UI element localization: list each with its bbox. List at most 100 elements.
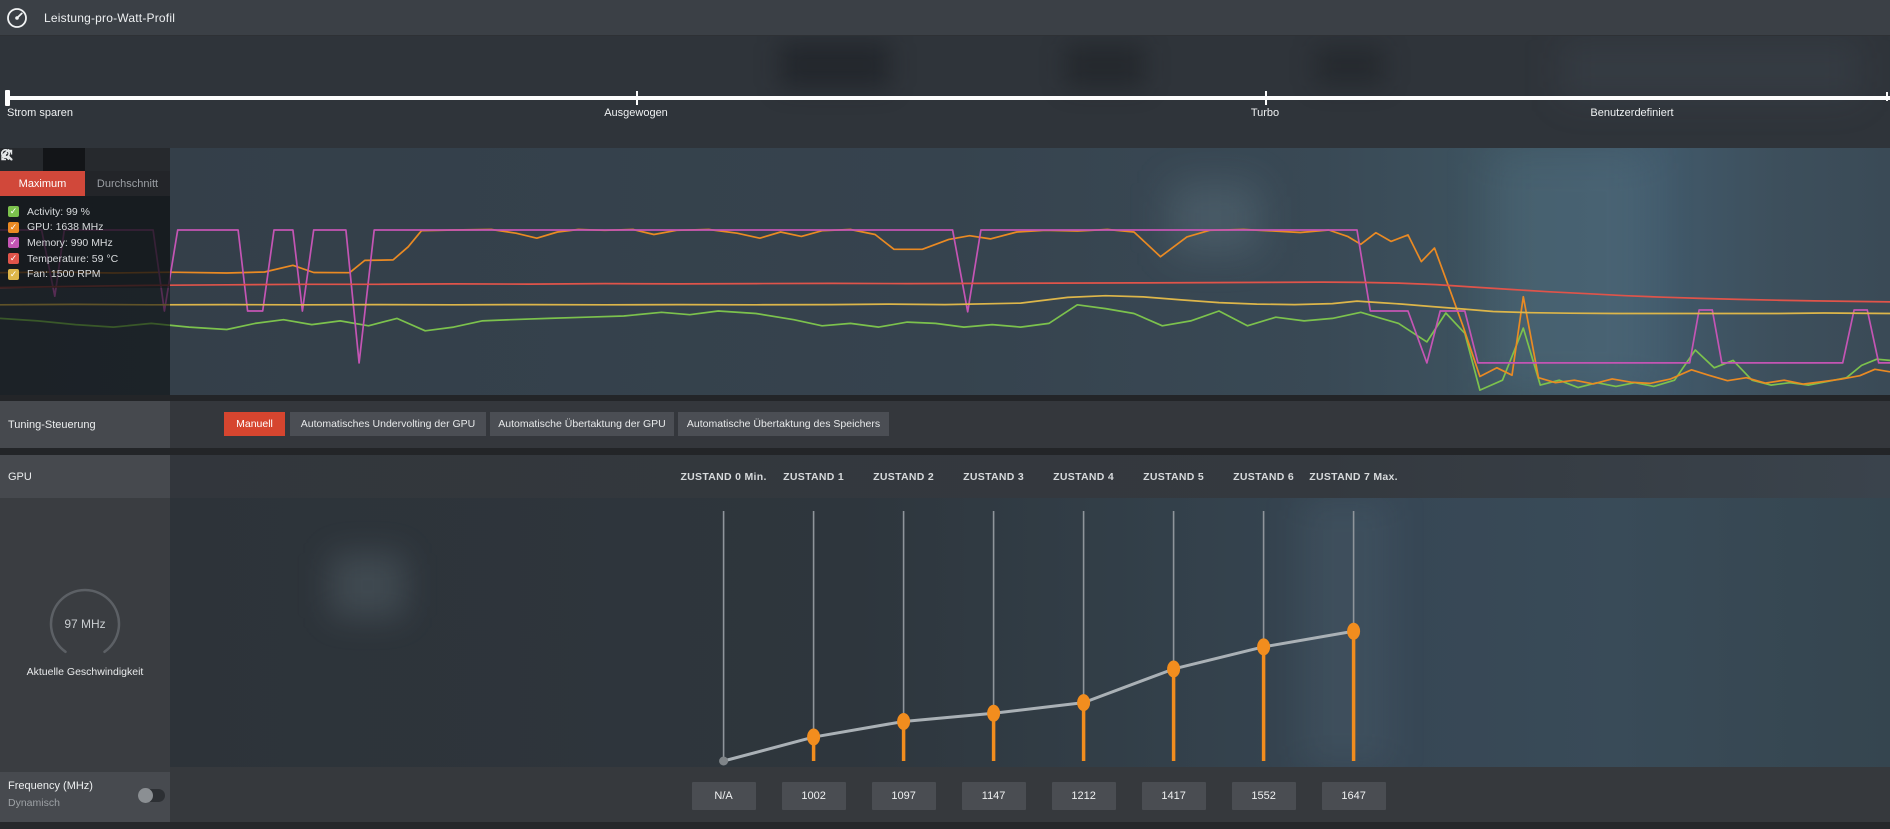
frequency-dynamic-toggle[interactable] [138,788,165,803]
tab-maximum[interactable]: Maximum [0,171,85,196]
gpu-states-header-row: GPU ZUSTAND 0 Min. ZUSTAND 1 ZUSTAND 2 ZUST… [0,455,1890,498]
gpu-row-label: GPU [0,455,170,498]
preset-option-strom-sparen[interactable]: Strom sparen [7,107,74,119]
frequency-mode-row: Frequency (MHz) Dynamisch [0,772,170,822]
tuning-button-auto-2[interactable]: Automatische Übertaktung der GPU [490,412,674,436]
background-blur-blob [1315,46,1385,86]
toggle-knob [138,788,153,803]
gauge-caption: Aktuelle Geschwindigkeit [26,666,144,678]
legend-item-activity[interactable]: ✓ Activity: 99 % [8,204,170,220]
gauge-value: 97 MHz [64,617,106,631]
state-value-box-0[interactable]: N/A [691,782,756,810]
legend-label: Memory: 990 MHz [27,236,113,249]
preset-tick [636,91,638,105]
state-header-4: ZUSTAND 4 [1053,470,1115,483]
toolbar-zoom-out-button[interactable] [1,148,128,171]
states-background [170,498,1890,767]
state-handle-3[interactable] [987,704,1001,722]
state-header-0: ZUSTAND 0 Min. [680,470,767,483]
legend-label: Temperature: 59 °C [27,252,119,265]
toolbar-resize-button[interactable] [1,148,171,171]
performance-monitor-chart: Maximum Durchschnitt ✓ Activity: 99 % ✓ GPU… [0,148,1890,395]
legend-item-temperature[interactable]: ✓ Temperature: 59 °C [8,251,170,267]
preset-slider-track[interactable] [7,96,1890,100]
state-values-band [170,767,1890,822]
legend-checkbox-gpu[interactable]: ✓ [8,221,19,233]
series-line-fan [0,294,1890,315]
legend-checkbox-fan[interactable]: ✓ [8,268,19,280]
state-header-2: ZUSTAND 2 [873,470,935,483]
background-blur-blob [330,553,405,618]
tab-durchschnitt[interactable]: Durchschnitt [85,171,170,196]
series-line-activity [0,303,1890,391]
background-blur-blob [780,42,890,88]
series-line-gpu [0,228,1890,385]
frequency-row-subtitle: Dynamisch [8,797,60,809]
state-handle-2[interactable] [897,712,911,730]
tuning-control-row: Tuning-Steuerung Manuell Automatisches Un… [0,401,1890,448]
state-handle-6[interactable] [1257,638,1271,656]
section-separator [0,448,1890,455]
tuning-button-auto-3[interactable]: Automatische Übertaktung des Speichers [678,412,889,436]
speed-gauge-icon [49,588,121,654]
legend-checkbox-temperature[interactable]: ✓ [8,253,19,265]
page-title: Leistung-pro-Watt-Profil [44,10,176,25]
state-value-box-3[interactable]: 1147 [961,782,1026,810]
state-value-box-6[interactable]: 1552 [1231,782,1296,810]
monitor-toolbar [0,148,170,171]
legend-label: GPU: 1638 MHz [27,221,104,234]
state-value-box-1[interactable]: 1002 [781,782,846,810]
toolbar-zoom-in-button[interactable] [1,148,85,171]
preset-option-benutzerdefiniert[interactable]: Benutzerdefiniert [1590,107,1674,119]
state-value-box-4[interactable]: 1212 [1051,782,1116,810]
state-header-3: ZUSTAND 3 [963,470,1025,483]
state-handle-7[interactable] [1347,622,1361,640]
state-sliders-svg [719,511,1361,766]
tuning-button-auto-1[interactable]: Automatisches Undervolting der GPU [290,412,486,436]
state-header-1: ZUSTAND 1 [783,470,845,483]
state-header-5: ZUSTAND 5 [1143,470,1205,483]
preset-option-turbo[interactable]: Turbo [1250,107,1280,119]
state-header-7: ZUSTAND 7 Max. [1309,470,1398,483]
state-value-box-2[interactable]: 1097 [871,782,936,810]
gpu-frequency-states-area: N/A 1002 1097 1147 1212 1417 1552 1647 [170,498,1890,822]
frequency-row-title: Frequency (MHz) [8,780,93,792]
tuning-row-label: Tuning-Steuerung [0,401,170,448]
gauge-icon [7,7,27,28]
preset-tick [1886,92,1888,101]
legend-item-fan[interactable]: ✓ Fan: 1500 RPM [8,266,170,282]
preset-slider-handle[interactable] [5,90,10,106]
state-value-box-5[interactable]: 1417 [1141,782,1206,810]
state-handle-4[interactable] [1077,694,1091,712]
background-blur-blob [1560,40,1860,100]
zoom-out-icon [1,149,13,161]
legend-label: Activity: 99 % [27,205,91,218]
legend-item-gpu[interactable]: ✓ GPU: 1638 MHz [8,220,170,236]
state-curve-line [723,629,1354,763]
background-blur-blob [1490,148,1650,395]
gpu-current-speed-panel: 97 MHz Aktuelle Geschwindigkeit [0,498,170,772]
preset-option-ausgewogen[interactable]: Ausgewogen [604,107,668,119]
state-value-box-7[interactable]: 1647 [1321,782,1386,810]
bottom-strip [0,822,1890,829]
monitor-lines-svg [0,228,1890,391]
state-header-6: ZUSTAND 6 [1233,470,1295,483]
state-0-endpoint[interactable] [719,756,729,766]
legend-checkbox-activity[interactable]: ✓ [8,206,19,218]
monitor-legend: ✓ Activity: 99 % ✓ GPU: 1638 MHz ✓ Memory: 99… [0,196,170,288]
resize-icon [1,149,13,161]
legend-checkbox-memory[interactable]: ✓ [8,237,19,249]
state-handle-5[interactable] [1167,660,1181,678]
legend-item-memory[interactable]: ✓ Memory: 990 MHz [8,235,170,251]
tuning-button-manuell[interactable]: Manuell [224,412,285,436]
series-line-temperature [0,281,1890,303]
title-bar: Leistung-pro-Watt-Profil [0,0,1890,36]
background-blur-blob [1065,44,1145,88]
legend-label: Fan: 1500 RPM [27,268,101,281]
series-line-memory [0,229,1890,364]
state-handle-1[interactable] [807,728,821,746]
profile-preset-slider-zone: Strom sparen Ausgewogen Turbo Benutzerdefin… [0,36,1890,148]
preset-tick [1265,91,1267,105]
monitor-tabs: Maximum Durchschnitt [0,171,170,196]
